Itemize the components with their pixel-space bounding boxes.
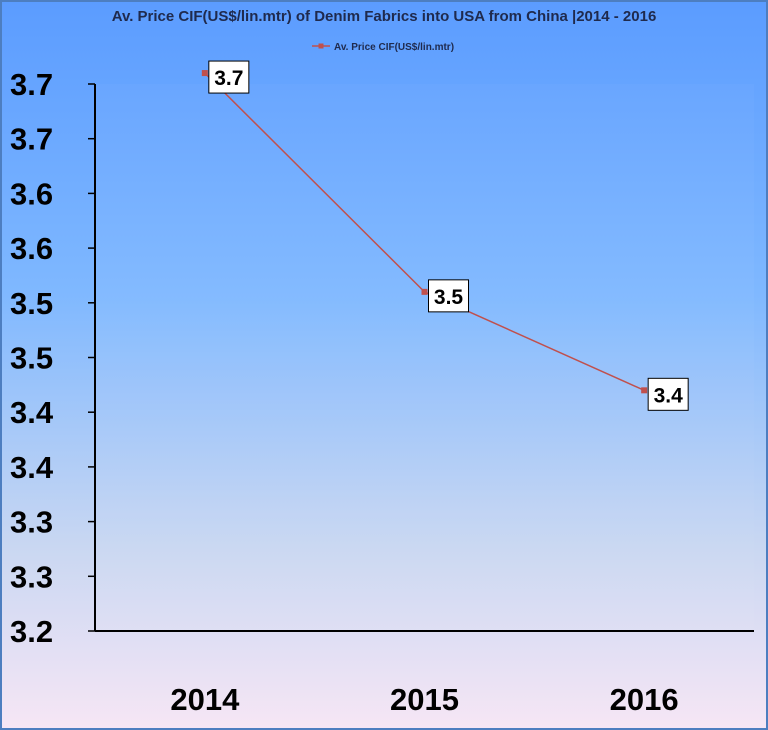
data-point-marker — [201, 70, 208, 77]
plot-area — [95, 84, 754, 631]
y-tick-label: 3.2 — [10, 614, 53, 649]
data-label-box — [428, 279, 469, 313]
y-tick-label: 3.4 — [10, 395, 54, 430]
series-group: 3.7 3.5 3.4 — [201, 60, 689, 411]
axes — [88, 83, 754, 632]
data-label: 3.5 — [434, 286, 464, 309]
x-tick-label: 2014 — [170, 682, 240, 717]
legend-marker — [318, 43, 324, 49]
y-tick-label: 3.4 — [10, 450, 54, 485]
chart-title: Av. Price CIF(US$/lin.mtr) of Denim Fabr… — [111, 8, 657, 25]
data-point-marker — [641, 387, 648, 394]
y-tick-label: 3.6 — [10, 176, 53, 211]
y-tick-labels: 3.2 3.3 3.3 3.4 3.4 3.5 3.5 3.6 3.6 3.7 3.7 — [10, 67, 54, 649]
data-point-marker — [421, 288, 428, 295]
y-tick-label: 3.7 — [10, 67, 53, 102]
legend: Av. Price CIF(US$/lin.mtr) — [312, 42, 454, 53]
y-tick-label: 3.3 — [10, 505, 53, 540]
y-tick-label: 3.5 — [10, 341, 53, 376]
y-tick-label: 3.3 — [10, 559, 53, 594]
legend-label: Av. Price CIF(US$/lin.mtr) — [334, 42, 454, 53]
data-label-box — [647, 377, 689, 411]
y-tick-label: 3.6 — [10, 231, 53, 266]
y-tick-label: 3.7 — [10, 122, 53, 157]
data-label: 3.4 — [654, 384, 684, 407]
y-tick-label: 3.5 — [10, 286, 53, 321]
x-tick-labels: 2014 2015 2016 — [170, 682, 678, 717]
data-label: 3.7 — [214, 67, 243, 90]
data-label-box — [208, 60, 250, 94]
x-tick-label: 2015 — [390, 682, 459, 717]
x-tick-label: 2016 — [610, 682, 679, 717]
